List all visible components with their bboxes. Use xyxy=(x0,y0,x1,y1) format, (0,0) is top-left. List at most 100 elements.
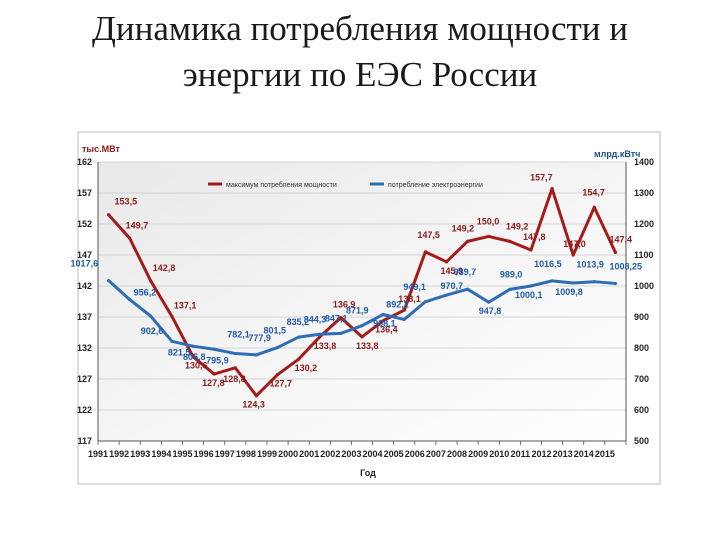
power-point xyxy=(254,394,258,398)
power-point xyxy=(128,236,132,240)
energy-point xyxy=(550,279,554,283)
series-layer xyxy=(106,187,618,398)
right-axis-tick-label: 1300 xyxy=(634,188,654,198)
right-axis-tick-label: 800 xyxy=(634,343,649,353)
x-axis-tick-label: 1998 xyxy=(236,449,256,459)
x-axis-tick-label: 2013 xyxy=(553,449,573,459)
power-point xyxy=(571,253,575,257)
energy-data-label: 801,5 xyxy=(264,326,287,336)
energy-data-label: 795,9 xyxy=(206,355,229,365)
power-data-label: 147,0 xyxy=(563,239,586,249)
energy-data-label: 844,3 xyxy=(304,314,327,324)
energy-data-label: 947,8 xyxy=(479,306,502,316)
power-data-label: 142,8 xyxy=(153,263,176,273)
energy-point xyxy=(254,353,258,357)
energy-data-label: 949,1 xyxy=(403,282,426,292)
energy-data-label: 989,0 xyxy=(500,269,523,279)
power-point xyxy=(149,279,153,283)
power-data-label: 147,4 xyxy=(609,235,632,245)
legend-label-energy: потребление электроэнергии xyxy=(388,181,483,189)
left-axis-unit: тыс.МВт xyxy=(82,144,120,154)
energy-data-label: 1008,25 xyxy=(609,261,642,271)
right-axis-tick-label: 600 xyxy=(634,405,649,415)
energy-point xyxy=(613,281,618,286)
x-axis-tick-label: 1996 xyxy=(194,449,214,459)
energy-data-label: 989,7 xyxy=(454,267,477,277)
power-data-label: 136,9 xyxy=(333,300,356,310)
left-axis-tick-label: 157 xyxy=(77,188,92,198)
energy-data-label: 1009,8 xyxy=(555,287,583,297)
energy-point xyxy=(402,317,406,322)
power-point xyxy=(529,248,533,252)
power-point xyxy=(297,357,301,361)
left-axis-tick-label: 147 xyxy=(77,250,92,260)
power-data-label: 149,2 xyxy=(506,221,529,231)
power-data-label: 154,7 xyxy=(582,187,605,197)
axes: 117 122 127 132 137 142 147 152 157 162 500 600 700 8… xyxy=(77,157,654,459)
x-axis-tick-label: 2000 xyxy=(278,449,298,459)
energy-point xyxy=(466,287,470,291)
power-data-label: 124,3 xyxy=(242,400,265,410)
power-data-label: 127,7 xyxy=(270,379,293,389)
power-data-label: 149,2 xyxy=(452,223,475,233)
energy-point xyxy=(508,287,512,292)
x-axis-tick-label: 1994 xyxy=(151,449,171,459)
slide-title-line-2: энергии по ЕЭС России xyxy=(182,55,538,94)
right-axis-tick-label: 700 xyxy=(634,374,649,384)
energy-point xyxy=(592,280,596,284)
right-axis-tick-label: 500 xyxy=(634,436,649,446)
energy-point xyxy=(128,297,132,302)
power-point xyxy=(444,260,449,264)
energy-data-label: 835,2 xyxy=(287,317,310,327)
power-point xyxy=(339,316,343,320)
power-point xyxy=(360,335,364,339)
slide-title: Динамика потребления мощности и энергии … xyxy=(0,6,720,98)
energy-point xyxy=(275,345,280,350)
power-data-label: 137,1 xyxy=(174,300,197,310)
left-axis-tick-label: 127 xyxy=(77,374,92,384)
left-axis-tick-label: 152 xyxy=(77,219,92,229)
x-axis-tick-label: 2004 xyxy=(363,449,383,459)
energy-point xyxy=(106,278,111,283)
x-axis-tick-label: 2005 xyxy=(384,449,404,459)
right-axis-tick-label: 1400 xyxy=(634,157,654,167)
right-axis-tick-label: 900 xyxy=(634,312,649,322)
power-data-label: 128,8 xyxy=(223,374,246,384)
power-point xyxy=(191,355,195,359)
x-axis-tick-label: 2008 xyxy=(447,449,467,459)
power-data-label: 149,7 xyxy=(126,220,149,230)
power-point xyxy=(381,319,385,323)
power-data-label: 133,8 xyxy=(356,341,379,351)
power-data-label: 147,8 xyxy=(523,232,546,242)
energy-point xyxy=(233,351,237,356)
energy-data-label: 782,1 xyxy=(227,330,250,340)
right-axis-unit: млрд.кВтч xyxy=(594,149,640,159)
power-point xyxy=(275,373,280,377)
power-data-label: 153,5 xyxy=(115,197,138,207)
power-data-label: 130,2 xyxy=(295,363,318,373)
power-data-label: 147,5 xyxy=(417,230,440,240)
x-axis-tick-label: 1997 xyxy=(215,449,235,459)
x-axis-tick-label: 1995 xyxy=(172,449,192,459)
energy-point xyxy=(487,300,491,304)
power-data-label: 136,4 xyxy=(375,325,398,335)
legend-label-power: максимум потребления мощности xyxy=(226,181,337,189)
x-axis-tick-label: 2012 xyxy=(532,449,552,459)
energy-data-label: 956,2 xyxy=(134,288,157,298)
left-axis-tick-label: 142 xyxy=(77,281,92,291)
plot-area xyxy=(98,162,626,441)
x-axis-tick-label: 2009 xyxy=(468,449,488,459)
energy-data-label: 1013,9 xyxy=(576,260,604,270)
energy-data-label: 1000,1 xyxy=(515,290,543,300)
right-axis-tick-label: 1200 xyxy=(634,219,654,229)
x-axis-tick-label: 1999 xyxy=(257,449,277,459)
energy-point xyxy=(297,335,301,339)
left-axis-tick-label: 162 xyxy=(77,157,92,167)
power-point xyxy=(402,308,406,312)
energy-data-label: 1016,5 xyxy=(534,259,562,269)
power-point xyxy=(170,314,174,318)
power-point xyxy=(487,234,491,238)
energy-data-label: 1017,6 xyxy=(71,259,99,269)
energy-point xyxy=(191,344,195,348)
